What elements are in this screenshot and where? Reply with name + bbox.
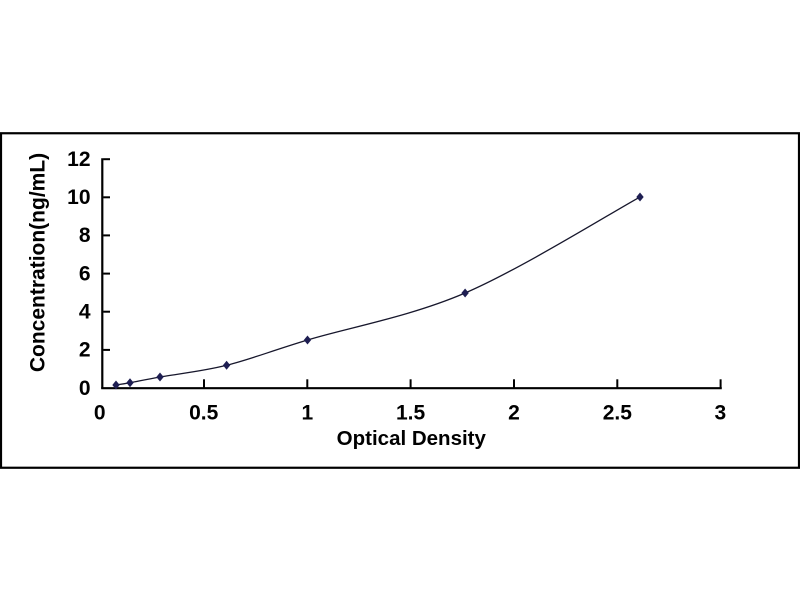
svg-text:1: 1 xyxy=(301,402,313,425)
svg-text:2: 2 xyxy=(508,402,520,425)
svg-text:8: 8 xyxy=(79,224,91,247)
svg-text:2: 2 xyxy=(79,339,91,362)
svg-text:12: 12 xyxy=(67,148,90,171)
svg-text:1.5: 1.5 xyxy=(396,402,426,425)
svg-text:Optical Density: Optical Density xyxy=(337,427,487,450)
svg-text:6: 6 xyxy=(79,262,91,285)
svg-text:10: 10 xyxy=(67,186,90,209)
svg-text:3: 3 xyxy=(714,402,726,425)
svg-text:Concentration(ng/mL): Concentration(ng/mL) xyxy=(27,153,50,372)
svg-text:2.5: 2.5 xyxy=(603,402,633,425)
svg-text:0: 0 xyxy=(94,402,106,425)
svg-text:0.5: 0.5 xyxy=(189,402,219,425)
svg-text:4: 4 xyxy=(79,301,91,324)
svg-text:0: 0 xyxy=(79,377,91,400)
